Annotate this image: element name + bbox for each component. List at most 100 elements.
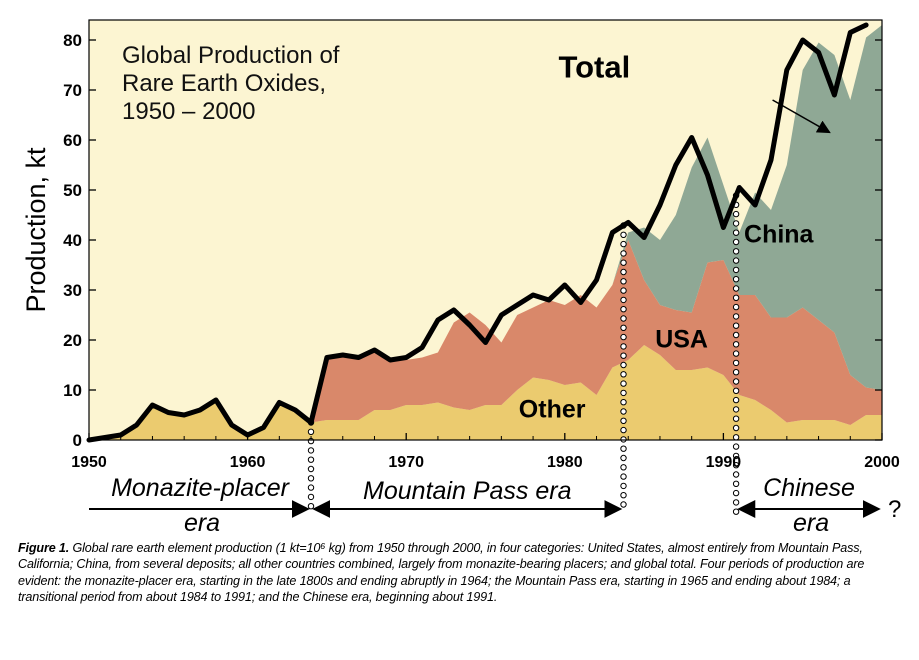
boundary-dot: [732, 508, 740, 515]
boundary-dot: [732, 341, 740, 348]
boundary-dot: [732, 369, 740, 376]
total-line: [86, 22, 869, 443]
boundary-dot: [732, 480, 740, 487]
y-tick-label: 40: [63, 231, 82, 250]
boundary-dot: [307, 447, 315, 454]
boundary-dot: [307, 456, 315, 463]
boundary-dot: [620, 231, 627, 239]
chart-title: Global Production of Rare Earth Oxides, …: [122, 42, 340, 125]
boundary-dot: [732, 378, 740, 385]
boundary-dot: [307, 475, 315, 482]
x-tick-label: 1970: [388, 454, 424, 471]
boundary-dot: [732, 396, 740, 404]
boundary-dot: [732, 257, 740, 264]
area-other: [89, 345, 882, 440]
series-label-total: Total: [558, 50, 630, 85]
x-tick-label: 1950: [71, 454, 107, 471]
boundary-dot: [732, 248, 740, 255]
era-2: Mountain Pass era: [312, 477, 623, 518]
boundary-dot: [620, 473, 627, 480]
boundary-dot: [732, 489, 740, 497]
chart-title-line-3: 1950 – 2000: [122, 98, 255, 125]
era-annotations: Monazite-placer era Mountain Pass era Chine…: [89, 474, 901, 537]
boundary-dot: [732, 406, 740, 413]
boundary-dot: [732, 210, 740, 218]
era-question-mark: ?: [888, 496, 901, 523]
x-tick-label: 2000: [864, 454, 900, 471]
era-label: Monazite-placer: [111, 474, 291, 502]
era-label-line-2: era: [184, 509, 220, 537]
boundary-dot: [732, 434, 740, 441]
boundary-dot: [732, 266, 740, 274]
y-tick-label: 20: [63, 331, 82, 350]
boundary-dot: [732, 220, 740, 227]
boundary-dot: [732, 322, 740, 329]
boundary-dot: [620, 296, 627, 304]
series-label-other: Other: [519, 396, 586, 424]
caption-body: Global rare earth element production (1 …: [18, 541, 865, 604]
boundary-dot: [620, 389, 627, 397]
boundary-dot: [620, 426, 627, 434]
boundary-dot: [620, 482, 627, 490]
boundary-dot: [620, 287, 627, 294]
boundary-dot: [732, 424, 740, 432]
boundary-dot: [732, 276, 740, 283]
era-boundary-3: [732, 192, 740, 515]
boundary-dot: [620, 501, 627, 508]
boundary-dot: [620, 250, 627, 257]
boundary-dot: [732, 294, 740, 301]
boundary-dot: [732, 462, 740, 469]
y-axis-label: Production, kt: [21, 147, 51, 313]
boundary-dot: [307, 493, 315, 501]
y-tick-label: 50: [63, 181, 82, 200]
boundary-dot: [620, 464, 627, 471]
boundary-dot: [620, 454, 627, 462]
x-tick-label: 1990: [706, 454, 742, 471]
series-labels: Total China USA Other: [519, 50, 831, 424]
era-label-line-2: era: [793, 509, 829, 537]
boundary-dot: [732, 452, 740, 460]
era-label: Mountain Pass era: [363, 477, 572, 505]
boundary-dot: [732, 238, 740, 246]
boundary-dot: [732, 359, 740, 367]
boundary-dot: [620, 492, 627, 499]
total-arrow: [772, 99, 831, 134]
boundary-dot: [732, 350, 740, 357]
boundary-dot: [620, 259, 627, 266]
y-tick-label: 10: [63, 381, 82, 400]
boundary-dot: [620, 315, 627, 322]
boundary-dot: [732, 443, 740, 450]
boundary-dot: [620, 408, 627, 415]
boundary-dot: [620, 361, 627, 369]
boundary-dot: [732, 313, 740, 320]
boundary-dot: [732, 415, 740, 422]
boundary-dot: [307, 503, 315, 510]
era-1: Monazite-placer era: [89, 474, 310, 537]
era-3: Chinese era?: [737, 474, 901, 537]
boundary-dot: [307, 465, 315, 473]
boundary-dot: [732, 471, 740, 478]
boundary-dot: [732, 331, 740, 339]
boundary-dot: [620, 436, 627, 443]
boundary-dot: [307, 428, 315, 435]
boundary-dot: [732, 229, 740, 236]
y-tick-label: 80: [63, 31, 82, 50]
boundary-dot: [620, 417, 627, 424]
boundary-dot: [732, 285, 740, 292]
y-tick-label: 60: [63, 131, 82, 150]
x-tick-label: 1980: [547, 454, 583, 471]
caption-lead: Figure 1.: [18, 541, 70, 555]
plot-frame: [88, 19, 883, 441]
boundary-dot: [620, 306, 627, 313]
rare-earth-production-chart: Global Production of Rare Earth Oxides, …: [21, 19, 901, 537]
boundary-dot: [620, 352, 627, 359]
figure-caption: Figure 1. Global rare earth element prod…: [18, 540, 908, 605]
series-label-china: China: [744, 221, 815, 249]
era-boundary-1: [307, 419, 315, 510]
x-tick-label: 1960: [230, 454, 266, 471]
era-boundaries: [307, 192, 740, 515]
boundary-dot: [620, 240, 627, 248]
chart-title-line-2: Rare Earth Oxides,: [122, 70, 326, 97]
boundary-dot: [732, 387, 740, 394]
boundary-dot: [620, 343, 627, 350]
